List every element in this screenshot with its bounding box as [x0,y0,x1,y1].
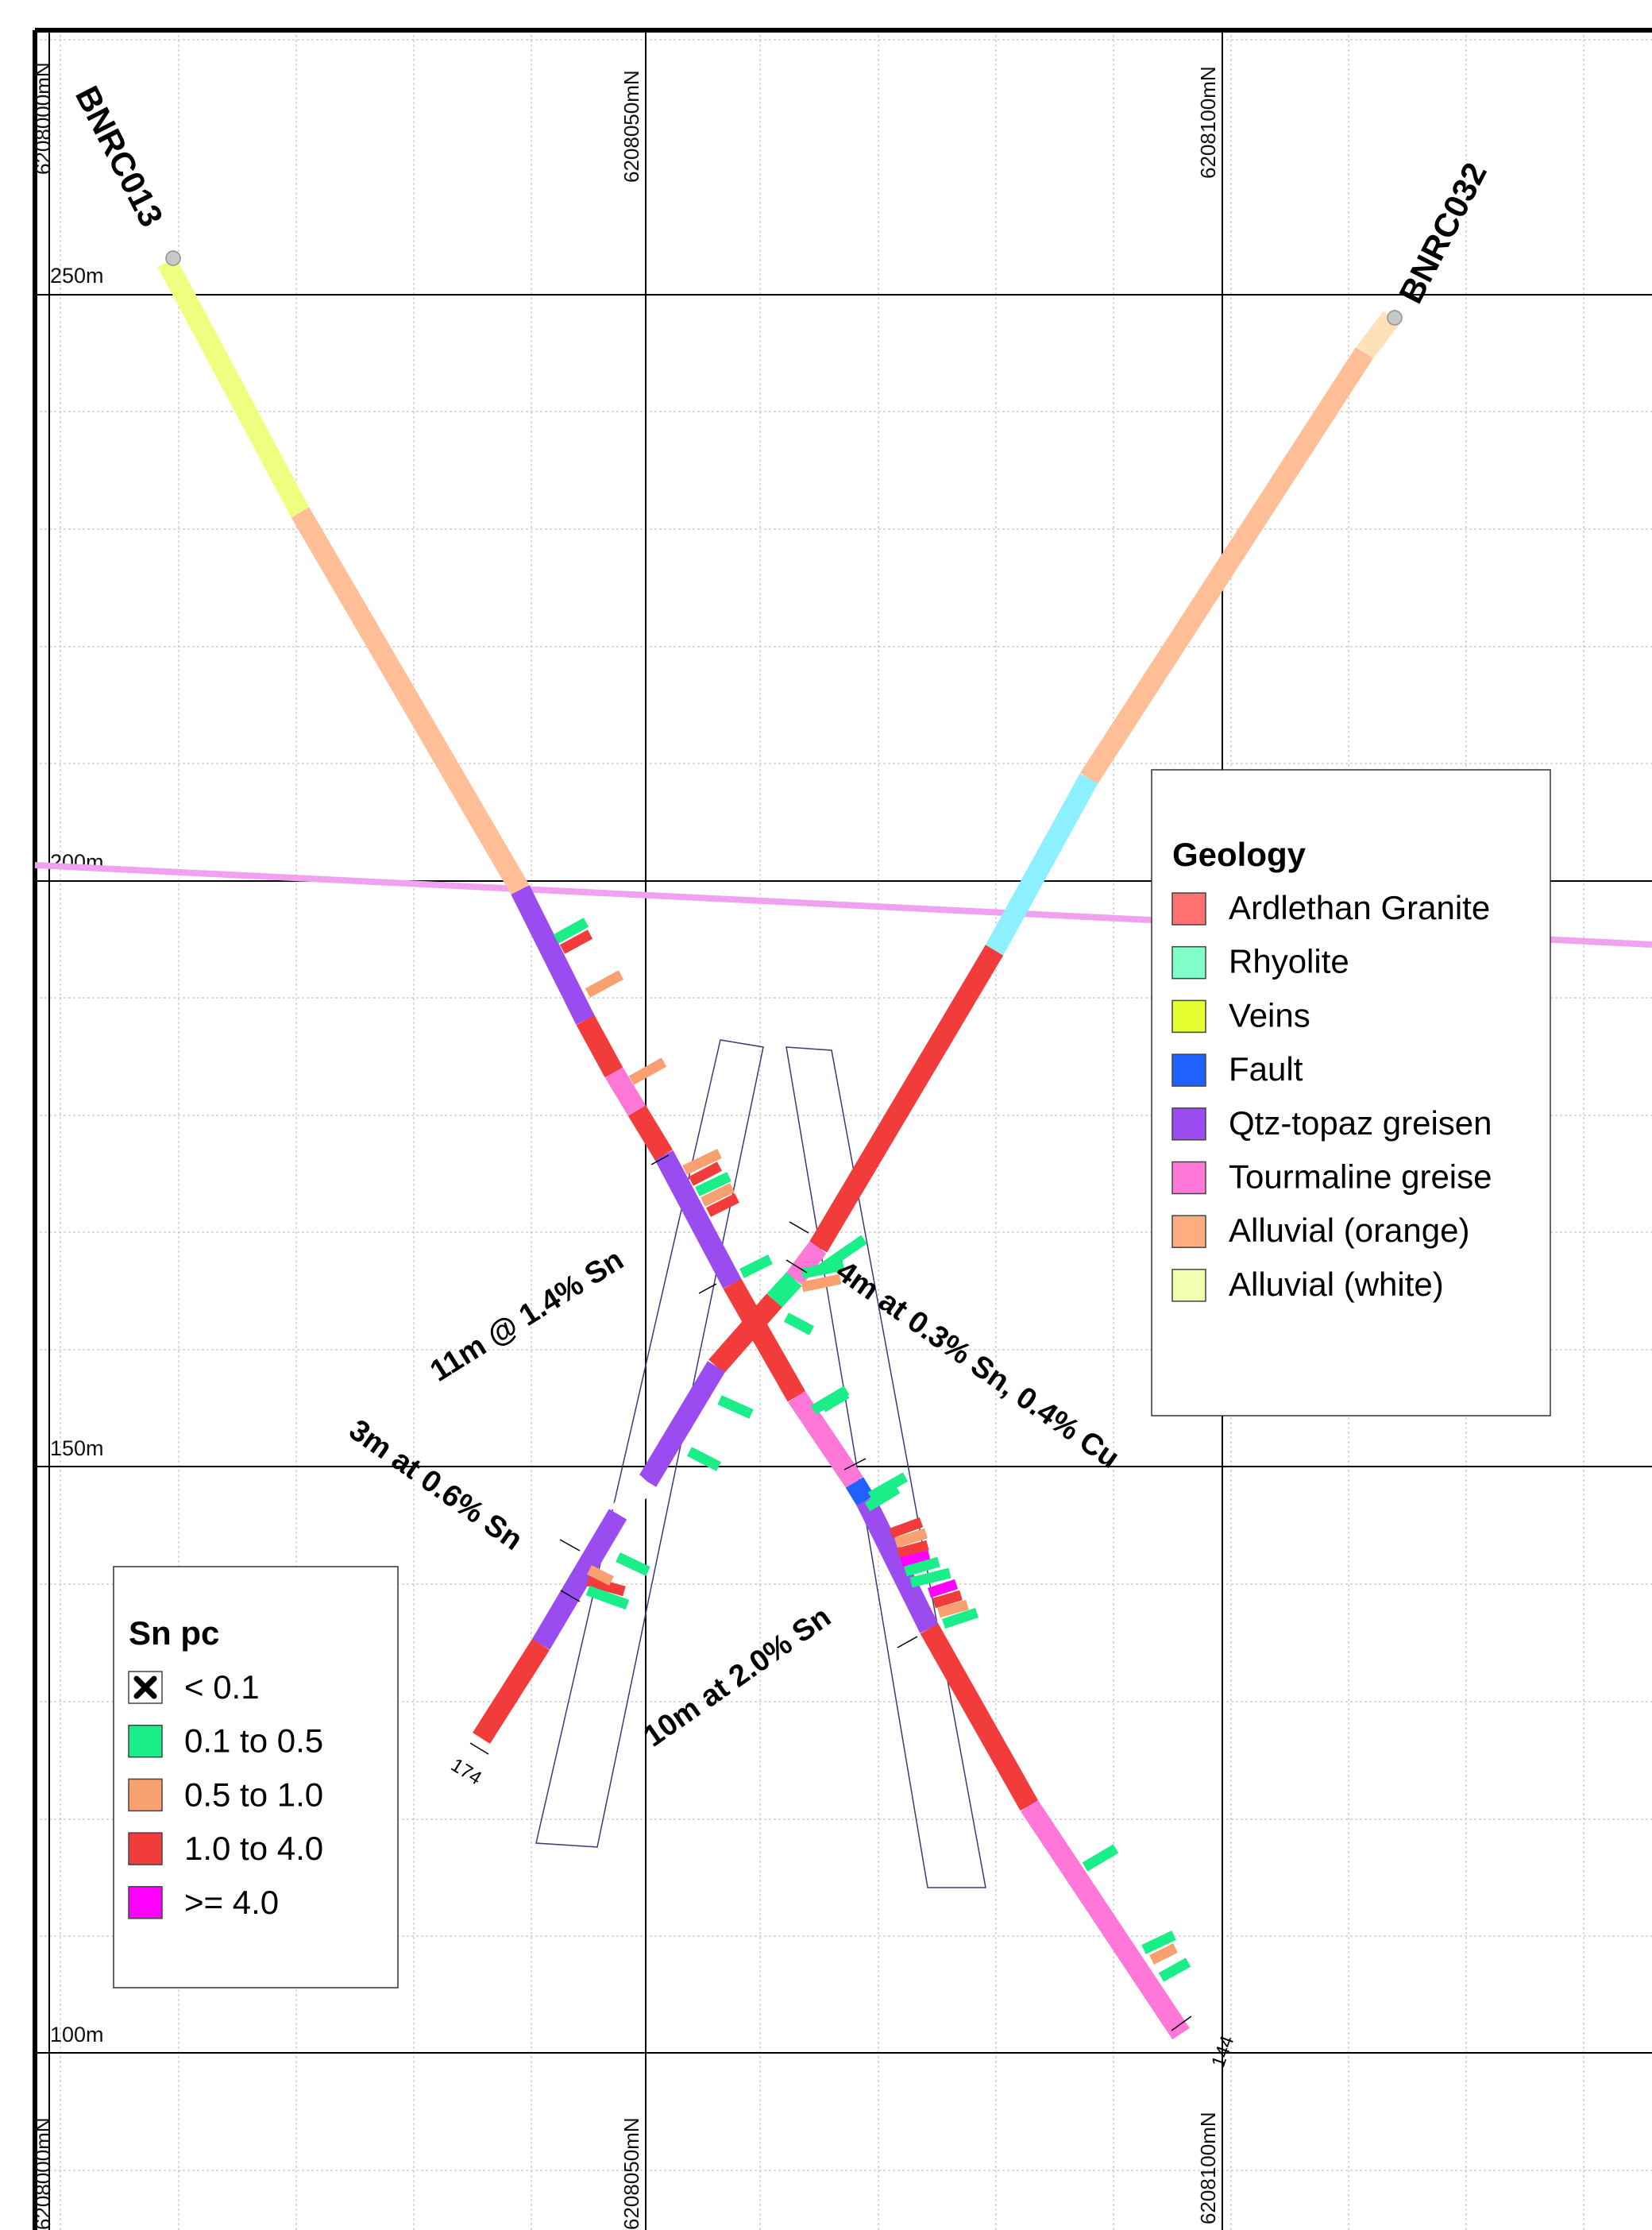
intercept-label-11m: 11m @ 1.4% Sn [425,1243,630,1389]
elevation-label-100: 100m [50,2023,104,2046]
elevation-label-250: 250m [50,264,104,288]
northing-label-left-top: 6208000mN [31,62,55,175]
geology-swatch-alluvial-white [1171,1269,1206,1302]
geology-swatch-fault [1171,1053,1206,1087]
sn-label-2: 0.5 to 1.0 [184,1776,323,1813]
sn-swatch-1 [128,1724,163,1758]
intercept-ticks [469,1154,1192,2031]
sn-swatch-4 [128,1886,163,1919]
sn-label-1: 0.1 to 0.5 [184,1722,323,1760]
northing-label-right-top: 6208100mN [1196,66,1220,179]
geology-label-fault: Fault [1229,1050,1303,1088]
geology-swatch-alluvial-orange [1171,1215,1206,1248]
sn-swatch-3 [128,1832,163,1865]
collar-bnrc013 [165,250,181,266]
geology-swatch-rhyolite [1171,945,1206,980]
sn-assay-bars-bnrc013 [553,918,1191,1982]
collar-bnrc032 [1387,310,1403,326]
sn-swatch-2 [128,1778,163,1812]
sn-assay-bars-bnrc032 [585,1235,867,1610]
northing-label-left-bottom: 6208000mN [31,2117,55,2230]
geology-label-ardlethan-granite: Ardlethan Granite [1229,889,1490,926]
geology-legend-title: Geology [1172,836,1307,873]
intercept-annotations: 11m @ 1.4% Sn 4m at 0.3% Sn, 0.4% Cu 3m … [343,1243,1125,1754]
geology-swatch-tourmaline-greise [1171,1161,1206,1195]
geology-legend-box [1151,769,1551,1416]
map-frame [33,28,1652,2230]
geology-label-tourmaline-greise: Tourmaline greise [1229,1158,1492,1196]
end-depth-label-bnrc013: 144 [1207,2033,1238,2070]
hole-label-bnrc032: BNRC032 [1391,157,1494,309]
x-mark-icon [128,1671,163,1704]
intercept-label-3m: 3m at 0.6% Sn [343,1413,528,1557]
geology-label-veins: Veins [1229,996,1310,1034]
drillhole-bnrc013-trace [157,257,1190,2040]
geology-swatch-veins [1171,999,1206,1034]
hole-label-bnrc013: BNRC013 [68,80,171,233]
geology-label-rhyolite: Rhyolite [1229,943,1349,980]
projection-outlines [535,1039,986,1888]
northing-label-mid-bottom: 6208050mN [620,2117,643,2230]
geology-swatch-qtz-topaz-greisen [1171,1107,1206,1141]
geology-swatch-ardlethan-granite [1171,892,1206,926]
elevation-label-150: 150m [50,1436,104,1460]
northing-label-mid-top: 6208050mN [620,70,643,183]
sn-label-0: < 0.1 [184,1668,260,1706]
end-depth-label-bnrc032: 174 [447,1754,485,1789]
sn-legend-title: Sn pc [129,1614,219,1652]
northing-labels: 6208000mN 6208050mN 6208100mN 6208000mN … [31,62,1220,2230]
elevation-labels: 250m 200m 150m 100m [50,264,104,2046]
drillhole-bnrc032-trace [473,311,1400,1744]
geology-label-alluvial-white: Alluvial (white) [1229,1266,1444,1303]
geology-label-qtz-topaz-greisen: Qtz-topaz greisen [1229,1104,1492,1142]
intercept-label-4m: 4m at 0.3% Sn, 0.4% Cu [830,1254,1125,1475]
sn-label-3: 1.0 to 4.0 [184,1830,323,1867]
northing-label-right-bottom: 6208100mN [1196,2112,1220,2224]
intercept-label-10m: 10m at 2.0% Sn [638,1600,837,1753]
geology-legend: Geology Ardlethan Granite Rhyolite Veins Fa… [1151,769,1551,1416]
geology-label-alluvial-orange: Alluvial (orange) [1229,1212,1469,1249]
sn-label-4: >= 4.0 [184,1884,279,1921]
sn-legend: Sn pc < 0.1 0.1 to 0.5 0.5 to 1.0 1.0 to 4.… [113,1566,399,1988]
